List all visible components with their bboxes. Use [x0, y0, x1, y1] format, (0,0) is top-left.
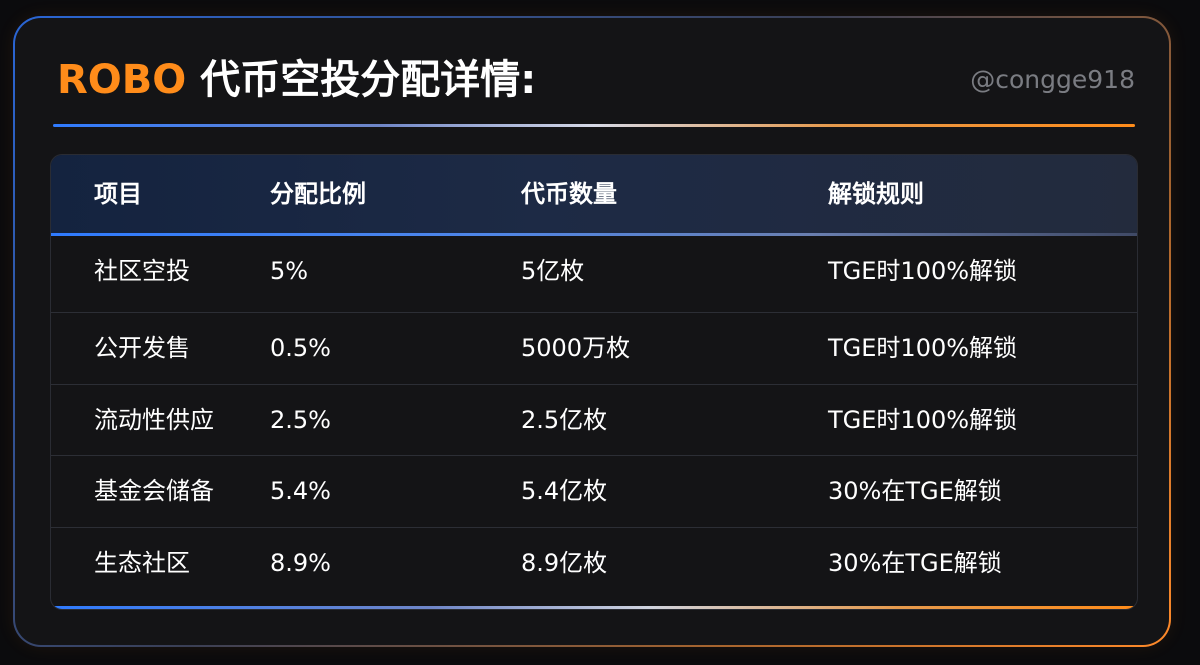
row-ratio: 0.5% — [270, 334, 331, 362]
row-unlock: TGE时100%解锁 — [828, 406, 1018, 434]
title-text: 代币空投分配详情: — [200, 57, 537, 103]
allocation-table: 项目 分配比例 代币数量 解锁规则 社区空投 5% 5亿枚 TGE时100%解锁… — [50, 154, 1138, 610]
title-divider — [53, 124, 1135, 127]
row-item: 生态社区 — [94, 549, 190, 577]
table-bottom-line — [51, 606, 1137, 609]
row-divider — [51, 455, 1137, 456]
header-underline — [51, 233, 1137, 236]
row-amount: 5亿枚 — [521, 257, 585, 285]
row-item: 流动性供应 — [94, 406, 214, 434]
row-amount: 5000万枚 — [521, 334, 631, 362]
table-row: 公开发售 0.5% 5000万枚 TGE时100%解锁 — [51, 313, 1137, 383]
table-row: 基金会储备 5.4% 5.4亿枚 30%在TGE解锁 — [51, 456, 1137, 526]
row-item: 公开发售 — [94, 334, 190, 362]
row-item: 基金会储备 — [94, 477, 214, 505]
row-amount: 2.5亿枚 — [521, 406, 608, 434]
row-unlock: 30%在TGE解锁 — [828, 549, 1002, 577]
brand-label: ROBO — [57, 57, 187, 103]
row-ratio: 8.9% — [270, 549, 331, 577]
row-item: 社区空投 — [94, 257, 190, 285]
table-row: 生态社区 8.9% 8.9亿枚 30%在TGE解锁 — [51, 528, 1137, 598]
table-header: 项目 分配比例 代币数量 解锁规则 — [51, 155, 1137, 233]
row-ratio: 5.4% — [270, 477, 331, 505]
row-divider — [51, 312, 1137, 313]
card-container: ROBO 代币空投分配详情: @congge918 项目 分配比例 代币数量 解锁… — [13, 16, 1171, 647]
row-unlock: TGE时100%解锁 — [828, 334, 1018, 362]
row-ratio: 2.5% — [270, 406, 331, 434]
author-handle: @congge918 — [970, 65, 1135, 94]
column-header-item: 项目 — [94, 180, 142, 208]
row-unlock: TGE时100%解锁 — [828, 257, 1018, 285]
row-divider — [51, 384, 1137, 385]
row-ratio: 5% — [270, 257, 309, 285]
table-row: 流动性供应 2.5% 2.5亿枚 TGE时100%解锁 — [51, 385, 1137, 455]
column-header-amount: 代币数量 — [521, 180, 617, 208]
row-divider — [51, 527, 1137, 528]
row-amount: 8.9亿枚 — [521, 549, 608, 577]
row-unlock: 30%在TGE解锁 — [828, 477, 1002, 505]
row-amount: 5.4亿枚 — [521, 477, 608, 505]
page-title: ROBO 代币空投分配详情: — [57, 56, 536, 104]
table-row: 社区空投 5% 5亿枚 TGE时100%解锁 — [51, 236, 1137, 306]
column-header-ratio: 分配比例 — [270, 180, 366, 208]
column-header-unlock: 解锁规则 — [828, 180, 924, 208]
